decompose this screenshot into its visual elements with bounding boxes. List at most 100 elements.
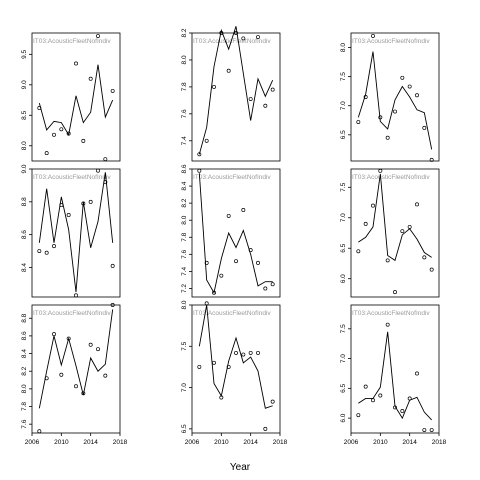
y-tick-label: 8.2 — [181, 28, 188, 37]
panel-6: IT03:AcousticFleetNofIndiv 6.0 6.5 7.0 7.5 — [340, 168, 440, 298]
y-tick-label: 7.8 — [181, 82, 188, 91]
y-tick-label: 7.0 — [181, 383, 188, 392]
observed-point — [81, 138, 86, 143]
observed-point — [197, 168, 202, 173]
observed-point — [422, 125, 427, 130]
panel-1: IT03:AcousticFleetNofIndiv 8.0 8.5 9.0 9.5 — [21, 32, 121, 162]
observed-point — [52, 332, 56, 337]
panel-frame — [31, 304, 121, 434]
observed-point — [378, 115, 383, 120]
observed-point — [44, 151, 49, 156]
fitted-line — [38, 64, 114, 137]
observed-point — [103, 373, 108, 378]
panel-label: IT03:AcousticFleetNofIndiv — [33, 310, 111, 317]
panel-frame — [350, 304, 440, 434]
y-tick-label: 6.0 — [340, 413, 347, 422]
observed-point — [393, 109, 397, 114]
panel-frame — [31, 32, 121, 162]
panel-8: IT03:AcousticFleetNofIndiv 6.5 7.0 7.5 8.0 20… — [181, 300, 288, 446]
panel-label: IT03:AcousticFleetNofIndiv — [352, 310, 430, 317]
y-tick-label: 7.5 — [340, 182, 347, 191]
observed-point — [415, 202, 419, 207]
y-tick-label: 7.4 — [181, 136, 188, 145]
x-tick-label: 2010 — [54, 439, 69, 446]
observed-point — [88, 199, 93, 204]
y-tick-label: 8.0 — [21, 141, 28, 150]
observed-point — [393, 290, 397, 295]
observed-point — [81, 391, 86, 396]
y-tick-label: 6.5 — [181, 424, 188, 433]
observed-point — [256, 260, 260, 265]
x-tick-label: 2006 — [25, 439, 40, 446]
observed-point — [234, 350, 238, 355]
observed-point — [66, 336, 71, 341]
observed-point — [219, 395, 224, 400]
observed-point — [270, 282, 275, 287]
observed-point — [248, 97, 253, 101]
y-tick-label: 8.8 — [21, 313, 28, 322]
observed-point — [59, 127, 64, 132]
y-tick-label: 8.2 — [21, 366, 28, 375]
observed-point — [197, 364, 202, 369]
observed-point — [248, 248, 253, 253]
observed-point — [422, 255, 427, 260]
observed-point — [212, 84, 216, 89]
observed-point — [385, 322, 390, 327]
observed-point — [263, 426, 268, 431]
y-tick-label: 6.5 — [340, 130, 347, 139]
observed-point — [88, 342, 93, 347]
observed-point — [248, 350, 253, 355]
panel-7: IT03:AcousticFleetNofIndiv 7.6 7.8 8.0 8.2 8.… — [21, 303, 128, 446]
panel-label: IT03:AcousticFleetNofIndiv — [33, 38, 111, 45]
observed-point — [263, 103, 268, 108]
x-tick-label: 2018 — [113, 439, 128, 446]
observed-point — [356, 413, 361, 418]
y-tick-label: 7.6 — [21, 419, 28, 428]
observed-point — [385, 258, 390, 263]
panel-label: IT03:AcousticFleetNofIndiv — [193, 38, 271, 45]
observed-point — [204, 301, 209, 306]
fitted-line — [358, 331, 432, 421]
panel-9: IT03:AcousticFleetNofIndiv 6.0 6.5 7.0 7.5 20… — [340, 304, 447, 446]
observed-point — [110, 88, 115, 93]
x-tick-label: 2018 — [432, 439, 447, 446]
observed-point — [96, 347, 100, 352]
y-tick-label: 8.4 — [181, 181, 188, 190]
observed-point — [393, 405, 397, 410]
observed-point — [356, 249, 361, 254]
observed-point — [415, 93, 419, 98]
x-tick-label: 2018 — [273, 439, 288, 446]
observed-point — [407, 224, 412, 229]
y-tick-label: 8.6 — [181, 164, 188, 173]
fitted-line — [198, 304, 273, 409]
panel-3: IT03:AcousticFleetNofIndiv 6.5 7.0 7.5 8.0 — [340, 32, 440, 162]
y-tick-label: 8.4 — [21, 349, 28, 358]
observed-point — [66, 131, 71, 136]
y-tick-label: 7.0 — [340, 354, 347, 363]
observed-point — [110, 263, 115, 268]
observed-point — [212, 360, 216, 365]
observed-point — [241, 208, 246, 212]
observed-point — [385, 135, 390, 140]
observed-point — [37, 106, 42, 110]
observed-point — [59, 203, 64, 208]
x-tick-label: 2014 — [83, 439, 98, 446]
observed-point — [429, 428, 434, 432]
y-tick-label: 8.2 — [181, 198, 188, 207]
y-tick-label: 9.0 — [21, 80, 28, 89]
y-tick-label: 8.0 — [181, 300, 188, 309]
y-tick-label: 9.5 — [21, 49, 28, 58]
fitted-line — [358, 173, 432, 262]
observed-point — [103, 180, 108, 185]
observed-point — [256, 350, 260, 355]
observed-point — [226, 213, 231, 218]
observed-point — [263, 286, 268, 291]
observed-point — [256, 35, 260, 39]
fitted-line — [38, 309, 114, 409]
panel-label: IT03:AcousticFleetNofIndiv — [352, 174, 430, 181]
observed-point — [197, 152, 202, 157]
observed-point — [407, 84, 412, 89]
y-tick-label: 8.6 — [21, 331, 28, 340]
observed-point — [226, 364, 231, 369]
